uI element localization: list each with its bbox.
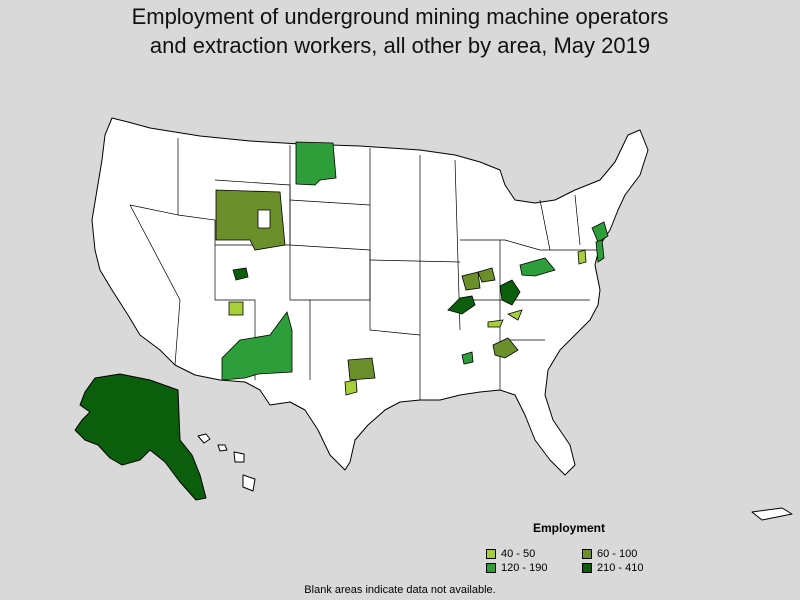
area-new-mexico bbox=[221, 311, 293, 381]
area-new-jersey bbox=[595, 239, 605, 263]
legend-item-60-100: 60 - 100 bbox=[582, 548, 637, 560]
area-virginia-light bbox=[507, 309, 523, 321]
area-texas-west bbox=[344, 379, 358, 396]
legend-label: 60 - 100 bbox=[597, 548, 638, 560]
hawaii-island-1 bbox=[197, 433, 211, 444]
area-illinois-indiana bbox=[447, 295, 476, 315]
legend-item-120-190: 120 - 190 bbox=[486, 562, 547, 574]
area-wyoming bbox=[215, 189, 286, 251]
area-wyoming-hole bbox=[257, 209, 271, 229]
area-colorado-small bbox=[232, 267, 249, 281]
area-ohio-valley bbox=[477, 267, 496, 283]
puerto-rico bbox=[751, 507, 793, 521]
map-title: Employment of underground mining machine… bbox=[0, 2, 800, 60]
legend-label: 40 - 50 bbox=[501, 548, 536, 560]
area-pennsylvania bbox=[591, 221, 609, 243]
area-mississippi bbox=[461, 351, 474, 365]
area-indiana bbox=[461, 271, 481, 291]
data-areas bbox=[215, 141, 609, 396]
legend-swatch bbox=[486, 549, 496, 559]
state-borders bbox=[129, 138, 600, 400]
alaska-outline bbox=[74, 373, 207, 501]
area-west-virginia bbox=[519, 257, 556, 277]
area-tennessee-light bbox=[487, 319, 504, 328]
footnote: Blank areas indicate data not available. bbox=[304, 584, 496, 596]
hawaii-island-2 bbox=[217, 444, 228, 452]
hawaii-island-3 bbox=[233, 451, 245, 463]
area-kentucky bbox=[499, 279, 521, 306]
area-texas-north bbox=[347, 357, 376, 381]
area-alabama bbox=[492, 337, 519, 359]
area-utah bbox=[228, 301, 244, 316]
legend-item-40-50: 40 - 50 bbox=[486, 548, 535, 560]
legend-swatch bbox=[486, 563, 496, 573]
hawaii-island-4 bbox=[242, 474, 256, 492]
legend-label: 210 - 410 bbox=[597, 562, 644, 574]
map-title-line-1: Employment of underground mining machine… bbox=[131, 4, 669, 29]
map-title-line-2: and extraction workers, all other by are… bbox=[149, 33, 651, 58]
area-north-dakota bbox=[295, 141, 337, 186]
legend-title: Employment bbox=[533, 521, 606, 535]
legend-item-210-410: 210 - 410 bbox=[582, 562, 643, 574]
legend-swatch bbox=[582, 549, 592, 559]
legend-swatch bbox=[582, 563, 592, 573]
legend-label: 120 - 190 bbox=[501, 562, 548, 574]
area-maryland-light bbox=[577, 249, 587, 265]
